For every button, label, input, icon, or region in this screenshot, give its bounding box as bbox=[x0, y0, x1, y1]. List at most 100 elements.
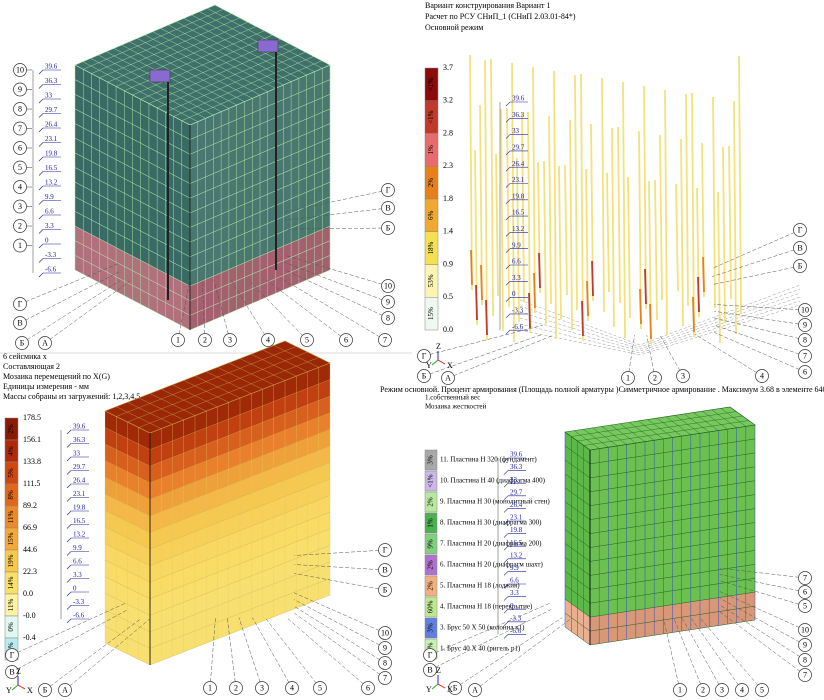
axis-x bbox=[437, 359, 446, 365]
legend-share: 53% bbox=[427, 274, 435, 287]
axis-line bbox=[284, 227, 389, 230]
legend-share: 0% bbox=[7, 622, 15, 632]
axis-line bbox=[21, 280, 121, 344]
legend-share: 15% bbox=[7, 532, 15, 545]
header-line: Составляющая 2 bbox=[3, 362, 60, 371]
elevation-mark bbox=[66, 470, 72, 475]
legend-swatch bbox=[424, 596, 438, 618]
axis-bubble bbox=[378, 563, 392, 577]
axis-label: 7 bbox=[803, 351, 807, 360]
legend-value: 111.5 bbox=[23, 479, 40, 488]
axis-line bbox=[474, 618, 572, 691]
axis-label: В bbox=[797, 243, 802, 252]
ghost-floor bbox=[519, 292, 801, 350]
column-bar bbox=[728, 145, 732, 300]
column-bar bbox=[738, 55, 742, 315]
reinforcement-panel: Вариант конструирования Вариант 1 Расчет … bbox=[380, 1, 824, 394]
legend-value: 66.9 bbox=[23, 523, 37, 532]
axis-line bbox=[294, 573, 386, 591]
elevation-label: 6.6 bbox=[73, 558, 82, 566]
axis-line bbox=[714, 332, 806, 373]
axis-bubble bbox=[378, 583, 392, 597]
elevation-mark bbox=[505, 101, 511, 107]
axis-bubble bbox=[423, 648, 437, 662]
axis-bubble bbox=[381, 183, 395, 197]
axis-y bbox=[431, 359, 439, 366]
legend-share: 2% bbox=[427, 560, 435, 570]
axis-line bbox=[429, 609, 552, 671]
elevation-label: 0 bbox=[512, 290, 516, 298]
legend-swatch bbox=[424, 575, 438, 597]
axis-line bbox=[711, 247, 801, 277]
axis-bubble bbox=[203, 681, 217, 695]
column-bar bbox=[717, 191, 721, 344]
axis-bubble bbox=[381, 279, 395, 293]
elevation-mark bbox=[503, 545, 509, 551]
legend-value: 22.3 bbox=[23, 567, 37, 576]
header-line: 1.собственный вес bbox=[425, 394, 480, 402]
elevation-label: 26.4 bbox=[73, 477, 86, 485]
column-bar bbox=[574, 74, 578, 311]
axis-label: 7 bbox=[803, 573, 807, 582]
legend-value: 1.8 bbox=[443, 194, 453, 203]
elevation-label: -3.3 bbox=[510, 614, 522, 622]
column-peak bbox=[528, 292, 531, 329]
legend-share: 60% bbox=[427, 600, 435, 613]
axis-icon-label: X bbox=[447, 361, 453, 370]
axis-label: Б bbox=[798, 261, 803, 270]
legend-swatch bbox=[424, 533, 438, 555]
elevation-mark bbox=[505, 313, 511, 319]
elevation-mark bbox=[505, 329, 511, 335]
axis-line bbox=[44, 618, 142, 691]
roof-line bbox=[137, 38, 253, 99]
roof-line bbox=[129, 41, 245, 102]
elevation-label: -6.6 bbox=[45, 266, 57, 274]
legend-value: -0.0 bbox=[23, 611, 36, 620]
roof-line bbox=[149, 393, 196, 416]
axis-bubble bbox=[755, 683, 769, 697]
axis-line bbox=[691, 618, 743, 691]
axis-bubble bbox=[378, 671, 392, 685]
axis-bubble bbox=[38, 683, 52, 697]
column-bar bbox=[511, 62, 515, 343]
axis-bubble bbox=[378, 641, 392, 655]
axis-label: 2 bbox=[701, 685, 705, 694]
axis-label: 8 bbox=[803, 655, 807, 664]
axis-line bbox=[11, 602, 127, 656]
axis-bubble bbox=[339, 333, 353, 347]
legend-swatch bbox=[424, 297, 439, 331]
roof-line bbox=[638, 420, 664, 440]
roof-line bbox=[206, 371, 252, 394]
axis-bubble bbox=[793, 241, 807, 255]
elevation-label: 23.1 bbox=[512, 176, 525, 184]
elevation-mark bbox=[38, 272, 44, 278]
axis-line bbox=[447, 334, 554, 379]
column-bar bbox=[490, 58, 494, 317]
axis-line bbox=[284, 269, 389, 319]
axis-label: 1 bbox=[208, 683, 212, 692]
elevation-label: -6.6 bbox=[510, 627, 522, 635]
storey-label: 10 bbox=[16, 65, 24, 74]
elevation-label: 39.6 bbox=[512, 95, 525, 103]
elevation-mark bbox=[66, 524, 72, 529]
axis-label: 10 bbox=[381, 628, 389, 637]
legend-share: 1% bbox=[427, 518, 435, 528]
elevation-label: 9.9 bbox=[510, 564, 519, 572]
roof-line bbox=[693, 412, 719, 431]
legend-share: <1% bbox=[427, 474, 435, 487]
storey-label: 7 bbox=[18, 124, 22, 133]
legend-value: 178.5 bbox=[23, 413, 41, 422]
axis-label: В bbox=[382, 565, 387, 574]
legend-share: <1% bbox=[427, 78, 435, 91]
roof-line bbox=[574, 430, 600, 449]
axis-line bbox=[294, 612, 386, 679]
axis-line bbox=[283, 279, 386, 341]
axis-bubble bbox=[381, 221, 395, 235]
roof-line bbox=[711, 409, 737, 428]
elevation-label: 19.8 bbox=[45, 150, 58, 158]
legend-value: 3.2 bbox=[443, 96, 453, 105]
axis-icon-label: X bbox=[27, 686, 33, 695]
axis-line bbox=[19, 271, 120, 324]
elevation-mark bbox=[66, 510, 72, 516]
